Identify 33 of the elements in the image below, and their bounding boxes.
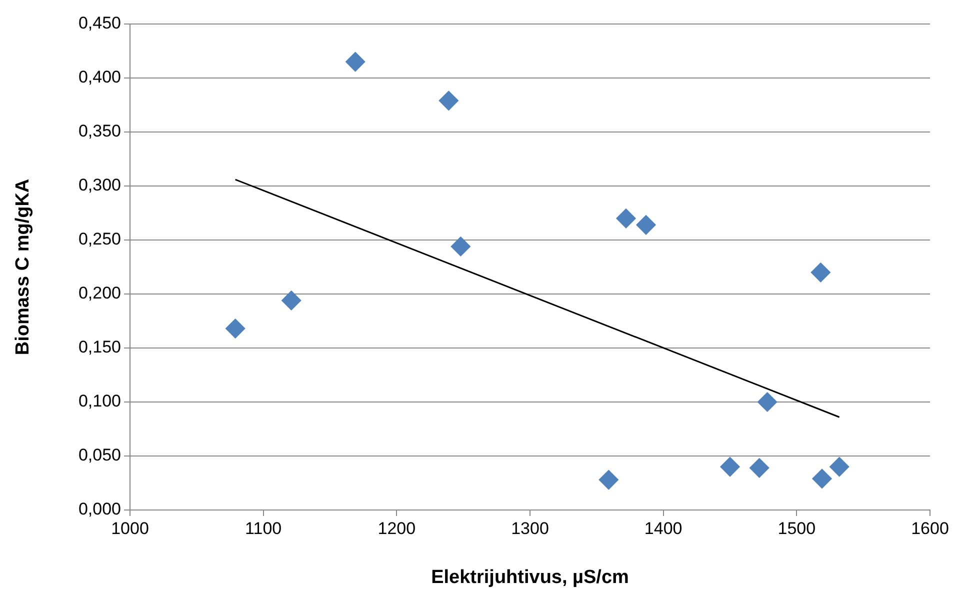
- y-tick-label: 0,150: [78, 338, 121, 357]
- point: [616, 208, 636, 228]
- x-tick-label: 1000: [111, 518, 149, 538]
- y-tick-label: 0,250: [78, 230, 121, 249]
- point: [830, 457, 850, 477]
- x-tick-label: 1500: [778, 518, 816, 538]
- point: [810, 262, 830, 282]
- x-tick-label: 1200: [378, 518, 416, 538]
- x-tick-label: 1400: [644, 518, 682, 538]
- point: [346, 52, 366, 72]
- y-tick-label: 0,450: [78, 14, 121, 33]
- point: [282, 290, 302, 310]
- y-tick-label: 0,350: [78, 122, 121, 141]
- point: [758, 392, 778, 412]
- point: [720, 457, 740, 477]
- point: [438, 90, 458, 110]
- x-tick-label: 1300: [511, 518, 549, 538]
- point: [636, 215, 656, 235]
- point: [226, 318, 246, 338]
- y-axis-title: Biomass C mg/gKA: [12, 178, 34, 356]
- point: [750, 458, 770, 478]
- x-tick-label: 1100: [245, 518, 282, 538]
- x-tick-label: 1600: [911, 518, 949, 538]
- y-tick-label: 0,100: [78, 392, 121, 411]
- y-tick-label: 0,300: [78, 176, 121, 195]
- point: [598, 470, 618, 490]
- y-tick-label: 0,400: [78, 68, 121, 87]
- y-tick-label: 0,200: [78, 284, 121, 303]
- y-tick-label: 0,000: [78, 500, 121, 519]
- x-axis-title: Elektrijuhtivus, µS/cm: [431, 566, 629, 588]
- point: [450, 236, 470, 256]
- y-tick-label: 0,050: [78, 446, 121, 465]
- point: [812, 468, 832, 488]
